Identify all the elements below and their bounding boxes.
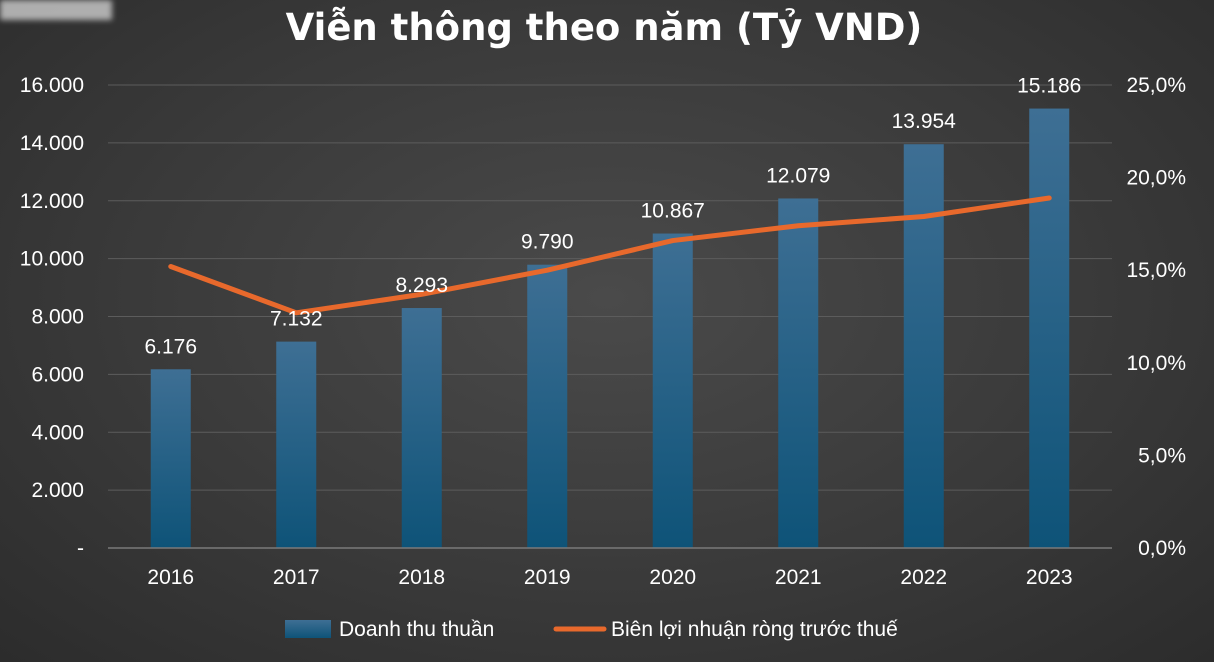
margin-line — [168, 195, 1052, 316]
left-tick-label: 12.000 — [20, 190, 84, 213]
chart-title: Viễn thông theo năm (Tỷ VND) — [286, 6, 923, 49]
bar-data-label: 7.132 — [270, 308, 323, 331]
bar — [652, 233, 693, 548]
x-tick-label: 2020 — [649, 566, 696, 589]
left-tick-label: 2.000 — [31, 479, 84, 502]
left-tick-label: 10.000 — [20, 248, 84, 271]
x-tick-label: 2022 — [900, 566, 947, 589]
line-series — [168, 195, 1052, 316]
left-tick-label: 14.000 — [20, 132, 84, 155]
legend-line-label: Biên lợi nhuận ròng trước thuế — [611, 618, 898, 641]
x-tick-label: 2019 — [524, 566, 571, 589]
bar-series — [150, 108, 1070, 549]
x-tick-label: 2016 — [147, 566, 194, 589]
right-axis: 0,0% 5,0% 10,0% 15,0% 20,0% 25,0% — [1126, 74, 1186, 560]
left-axis: - 2.000 4.000 6.000 8.000 10.000 12.000 14.000 1… — [20, 74, 84, 560]
bar — [150, 369, 191, 548]
bar-data-label: 12.079 — [766, 164, 830, 187]
right-tick-label: 20,0% — [1126, 167, 1186, 190]
bar — [903, 144, 944, 549]
bar-data-label: 13.954 — [892, 110, 957, 133]
bar — [401, 308, 442, 548]
bar-data-label: 15.186 — [1017, 75, 1081, 98]
right-tick-label: 10,0% — [1126, 352, 1186, 375]
x-tick-label: 2023 — [1026, 566, 1073, 589]
right-tick-label: 15,0% — [1126, 259, 1186, 282]
gridlines — [108, 84, 1112, 549]
left-tick-label: - — [77, 537, 84, 560]
x-tick-label: 2017 — [273, 566, 320, 589]
bar-data-label: 9.790 — [521, 231, 574, 254]
bar — [1029, 108, 1070, 549]
data-labels: 6.176 7.132 8.293 9.790 10.867 12.079 13.954 15… — [144, 75, 1081, 359]
bar-data-label: 10.867 — [641, 200, 705, 223]
x-tick-label: 2021 — [775, 566, 822, 589]
left-tick-label: 8.000 — [31, 306, 84, 329]
bar-data-label: 6.176 — [144, 335, 197, 358]
x-tick-label: 2018 — [398, 566, 445, 589]
left-tick-label: 4.000 — [31, 421, 84, 444]
left-tick-label: 6.000 — [31, 363, 84, 386]
legend-bar-swatch — [285, 620, 331, 638]
bar — [276, 341, 317, 548]
right-tick-label: 25,0% — [1126, 74, 1186, 97]
bar — [527, 264, 568, 548]
right-tick-label: 0,0% — [1138, 537, 1186, 560]
x-axis: 2016 2017 2018 2019 2020 2021 2022 2023 — [108, 547, 1112, 589]
left-tick-label: 16.000 — [20, 74, 84, 97]
bar — [778, 198, 819, 549]
right-tick-label: 5,0% — [1138, 444, 1186, 467]
legend: Doanh thu thuần Biên lợi nhuận ròng trướ… — [285, 618, 898, 641]
bar-data-label: 8.293 — [395, 274, 448, 297]
legend-bar-label: Doanh thu thuần — [339, 618, 494, 641]
blurred-watermark — [0, 0, 112, 20]
